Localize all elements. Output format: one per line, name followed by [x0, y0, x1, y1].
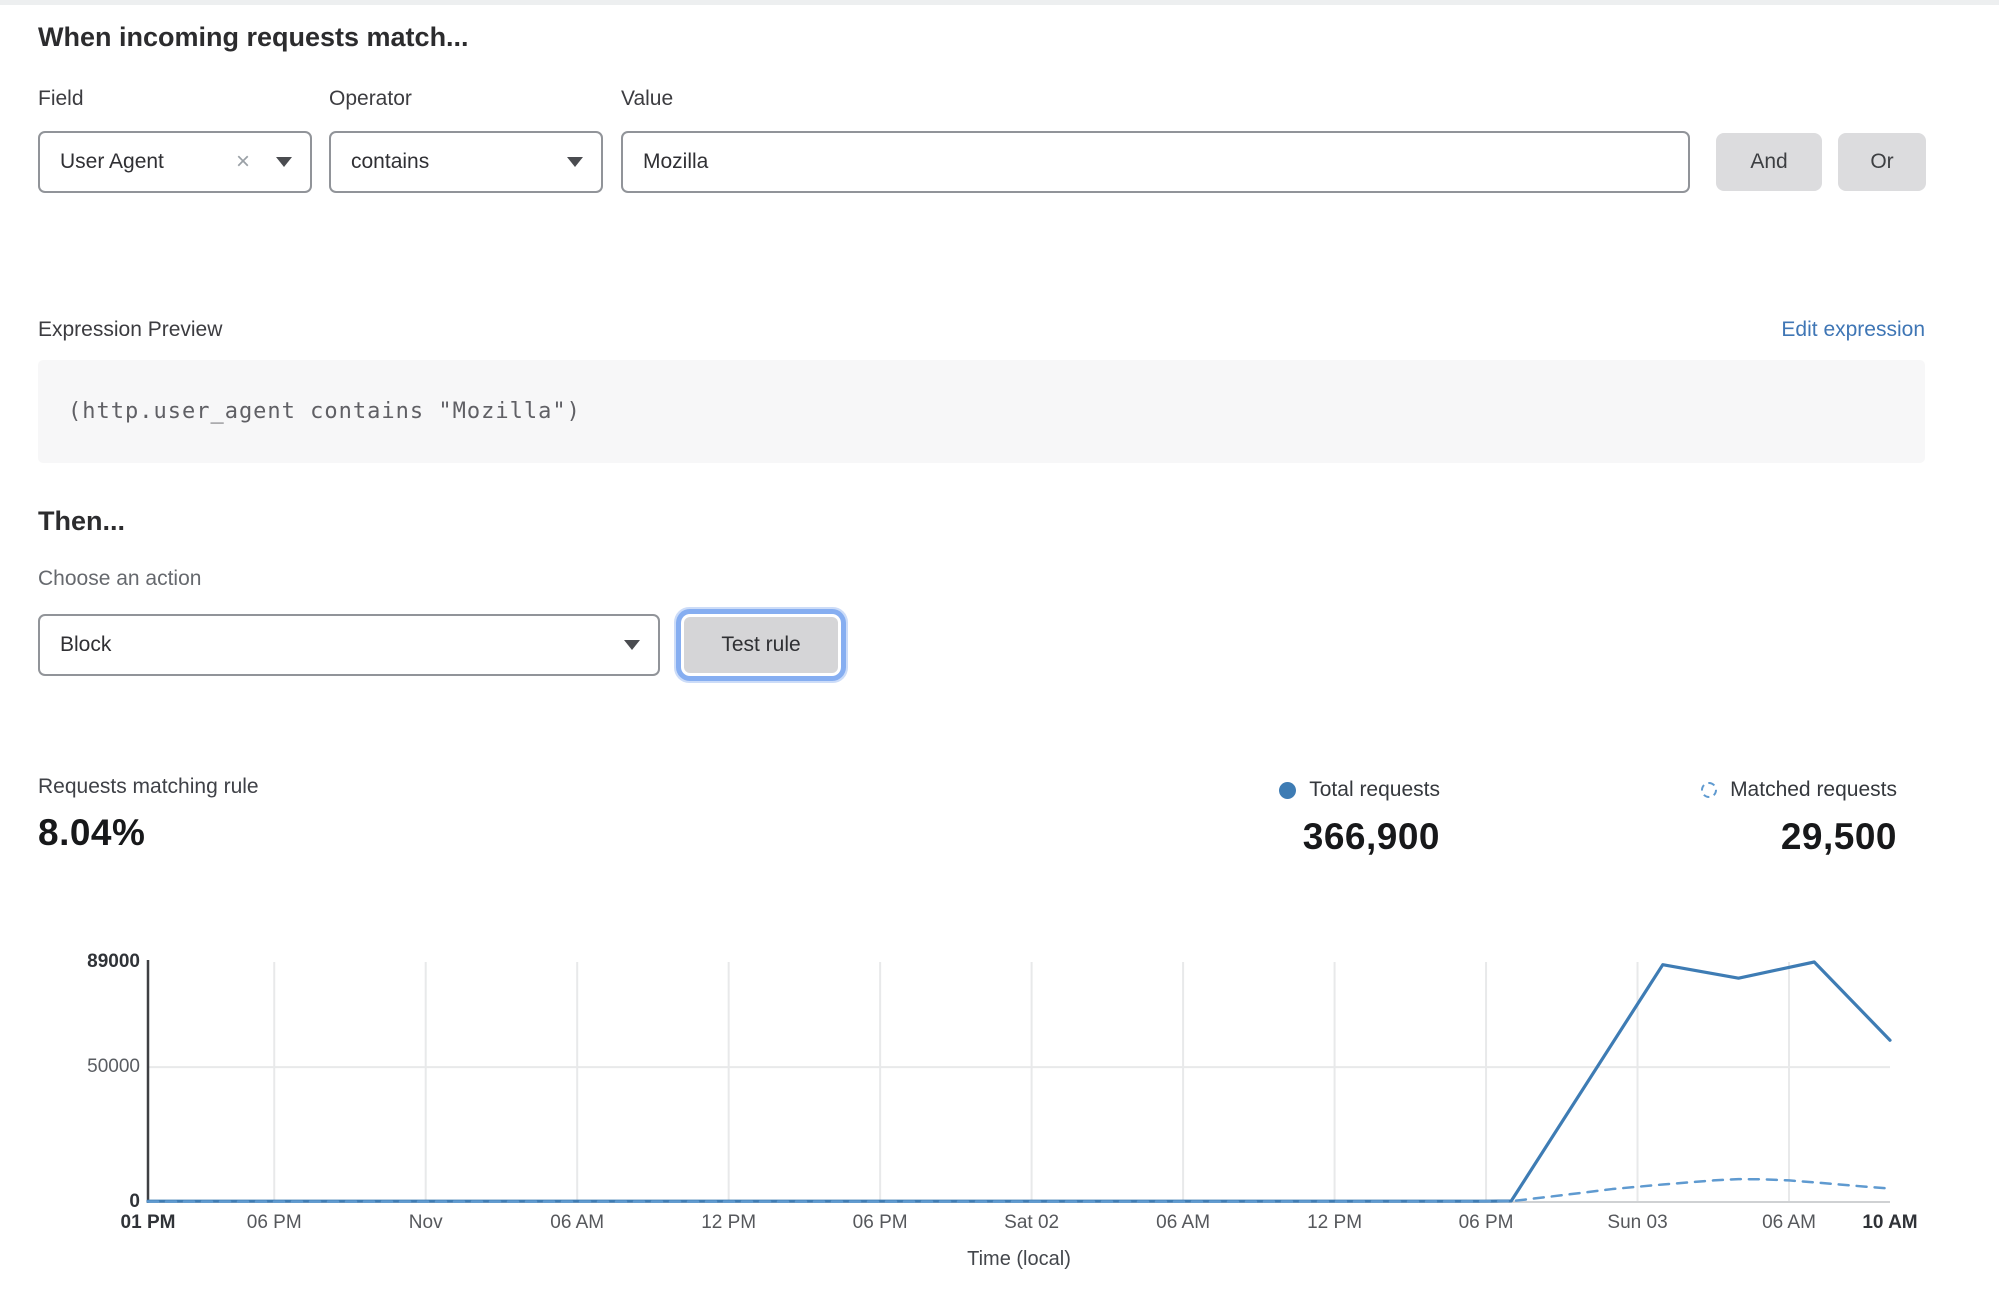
- matched-requests-circle-icon: [1701, 782, 1718, 798]
- x-tick: 06 PM: [246, 1212, 302, 1233]
- test-rule-button[interactable]: Test rule: [684, 617, 838, 673]
- and-button[interactable]: And: [1716, 133, 1822, 191]
- x-tick: 06 AM: [1156, 1212, 1211, 1233]
- action-select[interactable]: Block: [38, 614, 660, 676]
- expression-preview-label: Expression Preview: [38, 318, 223, 341]
- chart-x-axis-title: Time (local): [967, 1248, 1071, 1270]
- top-divider: [0, 0, 1999, 5]
- action-select-value: Block: [60, 633, 112, 656]
- chart-x-tick-labels: 01 PM 06 PM Nov 06 AM 12 PM 06 PM Sat 02 06 AM 1…: [0, 1212, 1999, 1242]
- requests-matching-label: Requests matching rule: [38, 775, 259, 798]
- field-select-value: User Agent: [60, 150, 164, 173]
- matched-requests-value: 29,500: [1780, 816, 1897, 857]
- value-label: Value: [621, 87, 674, 110]
- total-requests-label: Total requests: [1309, 778, 1440, 801]
- x-tick: Nov: [408, 1212, 443, 1233]
- operator-select-value: contains: [351, 150, 430, 173]
- expression-code: (http.user_agent contains "Mozilla"): [68, 399, 581, 424]
- choose-action-label: Choose an action: [38, 567, 202, 590]
- value-input[interactable]: Mozilla: [621, 131, 1690, 193]
- x-tick: 06 AM: [1762, 1212, 1816, 1233]
- series-solid: [146, 960, 1892, 1203]
- expression-code-block: (http.user_agent contains "Mozilla"): [38, 360, 1925, 463]
- chart-y-tick-labels: 0 50000 89000: [0, 0, 140, 1295]
- x-tick: Sun 03: [1607, 1212, 1668, 1233]
- x-tick: 12 PM: [701, 1212, 757, 1233]
- page-title: When incoming requests match...: [38, 22, 469, 52]
- requests-matching-value: 8.04%: [38, 812, 146, 853]
- or-button[interactable]: Or: [1838, 133, 1926, 191]
- x-tick: Sat 02: [1004, 1212, 1060, 1233]
- x-tick: 01 PM: [120, 1212, 176, 1233]
- x-tick: 12 PM: [1307, 1212, 1363, 1233]
- clear-icon[interactable]: ×: [235, 148, 250, 175]
- y-tick: 50000: [87, 1056, 140, 1078]
- matched-requests-label: Matched requests: [1730, 778, 1897, 801]
- chevron-down-icon: [567, 157, 583, 167]
- total-requests-legend: Total requests 366,900: [1279, 778, 1440, 858]
- x-tick: 06 PM: [1458, 1212, 1514, 1233]
- operator-select[interactable]: contains: [329, 131, 603, 193]
- then-heading: Then...: [38, 506, 125, 536]
- chevron-down-icon: [624, 640, 640, 650]
- y-tick: 89000: [87, 951, 140, 972]
- field-select[interactable]: User Agent ×: [38, 131, 312, 193]
- total-requests-dot-icon: [1279, 781, 1297, 799]
- x-tick: 06 AM: [550, 1212, 605, 1233]
- matched-requests-legend: Matched requests 29,500: [1701, 778, 1897, 858]
- total-requests-value: 366,900: [1302, 816, 1440, 857]
- total-requests-legend-row[interactable]: Total requests: [1279, 778, 1440, 802]
- chevron-down-icon: [276, 157, 292, 167]
- series-dashed: [146, 1177, 1892, 1203]
- operator-label: Operator: [329, 87, 412, 110]
- y-tick: 0: [129, 1191, 140, 1212]
- x-tick: 06 PM: [852, 1212, 908, 1233]
- field-label: Field: [38, 87, 84, 110]
- edit-expression-link[interactable]: Edit expression: [1781, 318, 1925, 341]
- x-tick: 10 AM: [1862, 1212, 1918, 1233]
- value-input-text: Mozilla: [643, 150, 709, 173]
- matched-requests-legend-row[interactable]: Matched requests: [1701, 778, 1897, 802]
